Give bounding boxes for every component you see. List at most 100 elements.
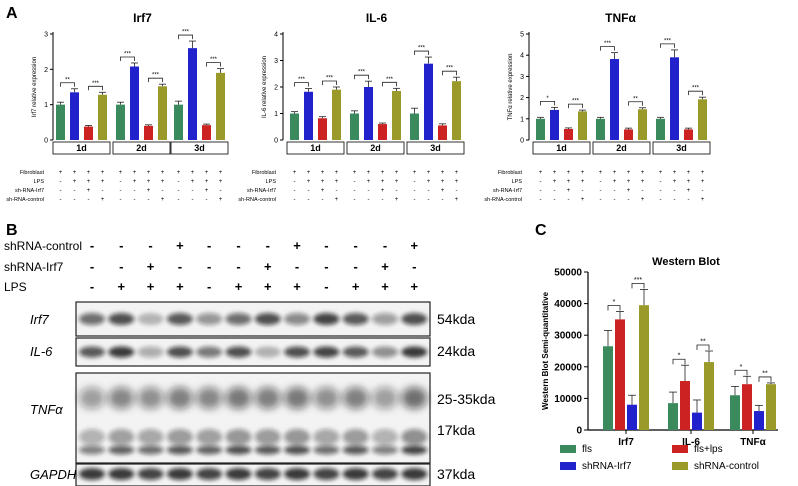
blot-condition-sign: +	[411, 279, 419, 294]
blot-condition-sign: +	[176, 238, 184, 253]
blot-band	[401, 468, 428, 480]
blot-condition-sign: -	[90, 259, 94, 274]
bar	[304, 91, 313, 140]
group-label: 2d	[616, 143, 627, 153]
significance-bracket	[600, 46, 615, 51]
significance-bracket	[696, 344, 710, 350]
y-tick-label: 1	[44, 102, 48, 109]
significance-bracket	[758, 376, 772, 382]
significance-stars: ***	[572, 99, 580, 105]
blot-band	[137, 313, 164, 325]
condition-sign: +	[441, 179, 445, 185]
bar	[158, 86, 167, 140]
bar	[130, 66, 139, 140]
condition-sign: +	[581, 170, 585, 176]
condition-sign: +	[581, 179, 585, 185]
condition-sign: -	[688, 197, 690, 203]
y-tick-label: 0	[576, 426, 582, 437]
blot-band	[313, 445, 340, 455]
group-box	[52, 141, 111, 155]
blot-band	[79, 313, 105, 325]
condition-sign: +	[367, 179, 371, 185]
group-box	[406, 141, 465, 155]
condition-row-label: LPS	[266, 179, 277, 185]
significance-stars: *	[740, 364, 743, 371]
condition-sign: -	[540, 197, 542, 203]
western-blot-panel: shRNA-control - - - + - - - + - - - +shRNA-Irf7- - + - -…	[4, 238, 496, 486]
condition-sign: -	[134, 188, 136, 194]
condition-sign: -	[74, 197, 76, 203]
y-tick-label: 3	[274, 58, 278, 65]
significance-stars: ***	[604, 41, 612, 47]
bar	[392, 90, 401, 140]
condition-sign: -	[396, 188, 398, 194]
blot-condition-sign: -	[354, 259, 358, 274]
blot-condition-sign: +	[293, 238, 301, 253]
condition-sign: +	[321, 170, 325, 176]
condition-sign: +	[219, 179, 223, 185]
condition-sign: +	[381, 188, 385, 194]
condition-sign: +	[219, 170, 223, 176]
bar	[684, 129, 693, 140]
significance-bracket	[734, 369, 748, 376]
group-box	[170, 141, 229, 155]
blot-band	[342, 468, 369, 480]
bar	[144, 125, 153, 140]
condition-sign: +	[219, 197, 223, 203]
y-tick-label: 0	[44, 138, 48, 145]
significance-stars: **	[65, 77, 70, 83]
panel-letter-c: C	[535, 222, 547, 239]
blot-condition-sign: +	[235, 279, 243, 294]
blot-band	[137, 468, 164, 480]
blot-band	[196, 445, 223, 455]
blot-band	[254, 429, 281, 445]
significance-stars: ***	[634, 277, 642, 284]
significance-bracket	[88, 85, 103, 91]
blot-condition-sign: -	[148, 238, 152, 253]
y-tick-label: 2	[274, 85, 278, 92]
y-tick-label: 2	[44, 67, 48, 74]
blot-band	[342, 445, 369, 455]
blot-band	[401, 445, 428, 455]
blot-band	[196, 346, 223, 358]
blot-band	[79, 429, 105, 445]
blot-band	[196, 313, 223, 325]
condition-sign: -	[308, 197, 310, 203]
group-label: 3d	[676, 143, 687, 153]
condition-sign: -	[414, 179, 416, 185]
blot-band	[225, 468, 252, 480]
condition-sign: -	[192, 188, 194, 194]
significance-stars: **	[700, 339, 706, 346]
condition-sign: +	[133, 170, 137, 176]
significance-bracket	[631, 282, 645, 289]
group-label: 3d	[194, 143, 205, 153]
group-box	[112, 141, 171, 155]
bar	[680, 381, 690, 430]
y-tick-label: 4	[274, 32, 278, 39]
significance-stars: ***	[182, 30, 190, 36]
blot-band	[284, 346, 311, 358]
group-box	[652, 141, 711, 155]
significance-bracket	[414, 50, 429, 56]
blot-band	[166, 313, 193, 325]
bar	[564, 128, 573, 140]
blot-condition-sign: -	[383, 238, 387, 253]
condition-row-label: sh-RNA-control	[484, 197, 522, 203]
condition-sign: -	[88, 197, 90, 203]
condition-row-label: LPS	[34, 179, 45, 185]
chart-title: Irf7	[133, 11, 152, 25]
condition-sign: +	[335, 170, 339, 176]
blot-condition-sign: -	[324, 259, 328, 274]
blot-size-label: 25-35kda	[437, 391, 496, 407]
blot-band	[372, 313, 398, 325]
blot-size-label: 37kda	[437, 466, 475, 482]
bar	[692, 412, 702, 430]
significance-bracket	[178, 34, 193, 40]
condition-sign: -	[456, 188, 458, 194]
blot-band	[254, 346, 281, 358]
il6-qpcr-chart: IL-6 IL-6 relative expression 0 1 2 3 4 *** *** 1…	[238, 11, 465, 203]
blot-condition-label: shRNA-control	[4, 239, 82, 253]
blot-band	[225, 313, 252, 325]
condition-sign: +	[177, 170, 181, 176]
x-tick-label: Irf7	[618, 437, 634, 448]
